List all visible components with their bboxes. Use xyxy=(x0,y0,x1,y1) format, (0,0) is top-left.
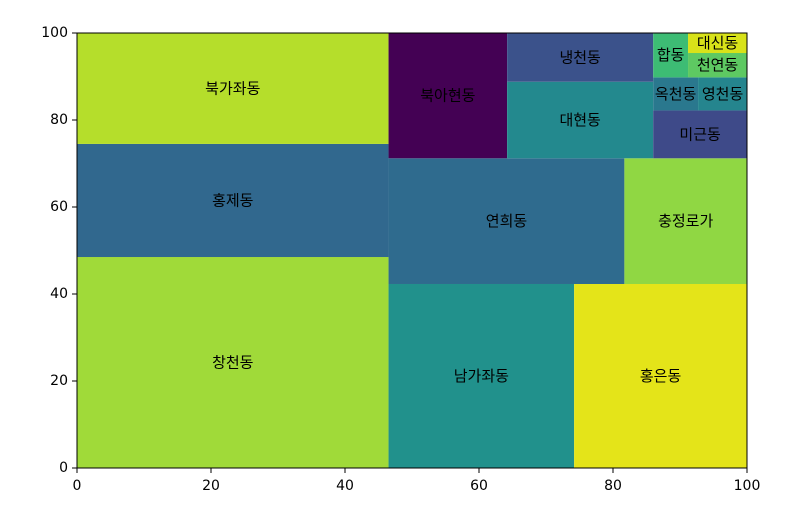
treemap-cell-label: 냉천동 xyxy=(559,48,601,66)
treemap-cell-label: 천연동 xyxy=(697,56,739,74)
treemap-cell-label: 남가좌동 xyxy=(454,367,509,385)
y-tick-label: 80 xyxy=(50,112,68,128)
x-tick-label: 20 xyxy=(202,478,220,494)
treemap-cell xyxy=(388,284,575,468)
treemap-cell xyxy=(698,77,747,111)
treemap-cell-label: 북아현동 xyxy=(420,87,475,105)
treemap-cell-label: 충정로가 xyxy=(658,212,713,230)
treemap-cell xyxy=(574,284,747,468)
treemap-cell xyxy=(688,53,747,78)
x-tick-label: 60 xyxy=(470,478,488,494)
y-tick-label: 40 xyxy=(50,286,68,302)
treemap-cell xyxy=(624,158,747,284)
treemap-cell-label: 옥천동 xyxy=(655,85,697,103)
treemap-cell xyxy=(507,33,654,82)
y-tick-label: 0 xyxy=(59,460,68,476)
x-tick-label: 40 xyxy=(336,478,354,494)
treemap-cell xyxy=(388,33,508,159)
treemap-cell xyxy=(77,257,389,468)
x-axis: 0 20 40 60 80 100 xyxy=(73,468,761,494)
treemap-cell xyxy=(688,33,747,54)
treemap-cell xyxy=(388,158,625,284)
treemap-cell-label: 홍제동 xyxy=(212,191,254,209)
plot-frame xyxy=(76,32,748,469)
treemap-cell-label: 대신동 xyxy=(697,34,739,52)
treemap-cell-label: 홍은동 xyxy=(640,367,682,385)
treemap-cell-label: 합동 xyxy=(657,46,685,64)
treemap-cell-label: 연희동 xyxy=(486,212,528,230)
treemap-cell xyxy=(653,110,747,159)
x-tick-label: 100 xyxy=(734,478,761,494)
treemap-cell-label: 대현동 xyxy=(559,111,601,129)
x-tick-label: 0 xyxy=(73,478,82,494)
treemap-cell-label: 미근동 xyxy=(679,125,721,143)
y-tick-label: 60 xyxy=(50,199,68,215)
x-tick-label: 80 xyxy=(604,478,622,494)
y-tick-label: 100 xyxy=(41,25,68,41)
treemap-cell-label: 북가좌동 xyxy=(205,79,260,97)
y-axis: 0 20 40 60 80 100 xyxy=(41,25,77,476)
treemap-cell xyxy=(77,33,389,144)
treemap-cell xyxy=(507,81,654,159)
y-tick-label: 20 xyxy=(50,373,68,389)
treemap-cell xyxy=(653,77,699,111)
treemap-cell xyxy=(77,143,389,258)
treemap-cell-label: 영천동 xyxy=(702,85,744,103)
treemap-cell-label: 창천동 xyxy=(212,354,254,372)
treemap-cells xyxy=(77,33,747,468)
treemap-cell xyxy=(653,33,689,78)
